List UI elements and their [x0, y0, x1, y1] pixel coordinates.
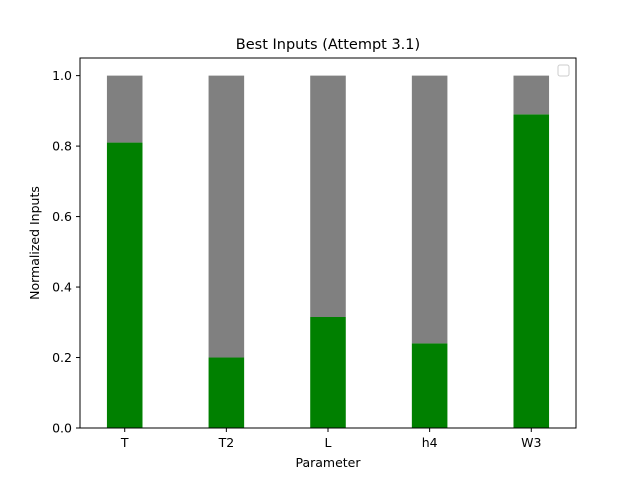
bar-W3-series-2 [513, 75, 550, 115]
y-tick-label: 0.4 [52, 280, 72, 295]
bar-T-series-2 [106, 75, 143, 143]
y-axis-ticks: 0.0 0.2 0.4 0.6 0.8 1.0 [52, 68, 80, 436]
y-tick-label: 1.0 [52, 68, 72, 83]
chart-title: Best Inputs (Attempt 3.1) [236, 37, 420, 53]
y-tick-label: 0.2 [52, 350, 72, 365]
y-tick-label: 0.8 [52, 139, 72, 154]
bar-T2-series-1 [208, 357, 245, 428]
x-tick-label: h4 [422, 435, 438, 450]
bar-L-series-2 [310, 75, 346, 318]
plot-frame [79, 57, 577, 429]
bar-L-series-1 [310, 317, 346, 428]
bar-h4-series-1 [411, 343, 448, 428]
x-tick-label: W3 [521, 435, 541, 450]
bar-T-series-1 [106, 142, 143, 428]
x-tick-label: L [325, 435, 332, 450]
y-tick-label: 0.0 [52, 421, 72, 436]
y-axis-label: Normalized Inputs [27, 186, 42, 300]
y-tick-label: 0.6 [52, 209, 72, 224]
bar-h4-series-2 [411, 75, 448, 344]
legend-box [557, 64, 570, 77]
x-tick-label: T [120, 435, 129, 450]
bars [106, 75, 550, 428]
bar-W3-series-1 [513, 114, 550, 428]
x-tick-label: T2 [218, 435, 235, 450]
x-axis-label: Parameter [295, 455, 361, 470]
bar-T2-series-2 [208, 75, 245, 358]
